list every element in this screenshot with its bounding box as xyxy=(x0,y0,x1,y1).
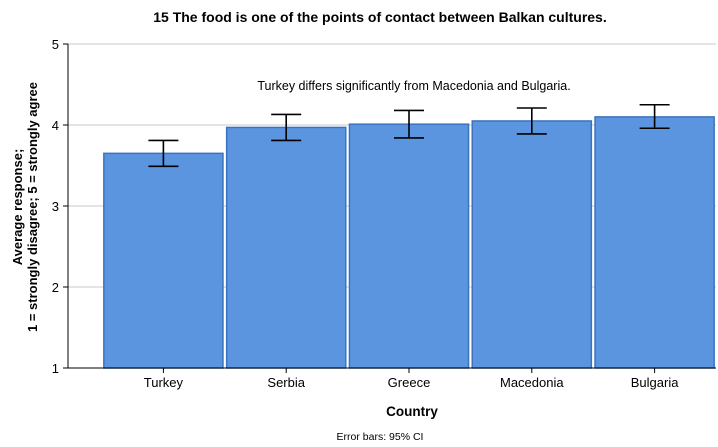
error-bars-note: Error bars: 95% CI xyxy=(337,431,424,443)
error-bars xyxy=(148,103,670,168)
x-tick-label: Bulgaria xyxy=(631,375,679,390)
chart-annotation: Turkey differs significantly from Macedo… xyxy=(257,79,570,93)
error-bar-turkey xyxy=(148,139,179,168)
y-tick-label: 5 xyxy=(52,37,59,52)
error-bar-serbia xyxy=(271,113,302,142)
x-tick-labels: Turkey Serbia Greece Macedonia Bulgaria xyxy=(144,368,679,390)
bar-turkey xyxy=(103,152,224,369)
y-tick-label: 2 xyxy=(52,280,59,295)
y-tick-labels: 1 2 3 4 5 xyxy=(52,37,68,376)
bars xyxy=(103,116,715,369)
x-tick-label: Macedonia xyxy=(500,375,564,390)
y-axis-label-line-1: Average response; xyxy=(10,149,25,266)
y-tick-label: 1 xyxy=(52,361,59,376)
x-axis-label: Country xyxy=(386,404,438,419)
y-tick-label: 4 xyxy=(52,118,59,133)
error-bar-greece xyxy=(394,109,424,139)
bar-bulgaria xyxy=(594,116,715,369)
error-bar-macedonia xyxy=(516,107,547,135)
bar-serbia xyxy=(225,126,347,369)
y-tick-label: 3 xyxy=(52,199,59,214)
error-bar-bulgaria xyxy=(639,103,670,130)
x-tick-label: Turkey xyxy=(144,375,184,390)
bar-macedonia xyxy=(471,120,593,369)
y-axis-label-line-2: 1 = strongly disagree; 5 = strongly agre… xyxy=(25,82,40,332)
chart-title: 15 The food is one of the points of cont… xyxy=(153,9,607,25)
bar-greece xyxy=(348,123,470,369)
x-tick-label: Serbia xyxy=(267,375,305,390)
x-tick-label: Greece xyxy=(388,375,431,390)
